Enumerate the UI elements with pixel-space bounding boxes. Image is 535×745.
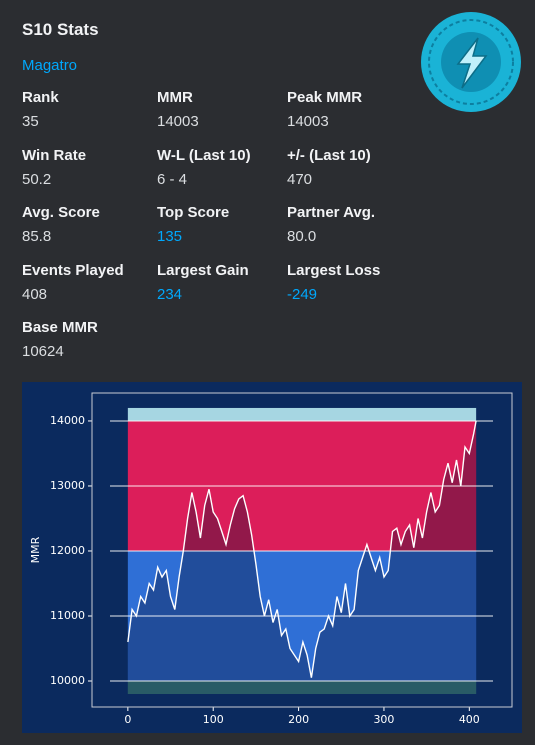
field: Avg. Score 85.8 (22, 204, 152, 245)
field-name: Win Rate (22, 146, 87, 164)
field-name: Events Played (22, 261, 124, 279)
field: Events Played 408 (22, 262, 152, 303)
field-value: 408 (22, 285, 48, 303)
field-name: Peak MMR (287, 89, 363, 106)
y-tick-label: 14000 (50, 414, 85, 427)
thumbnail (421, 12, 521, 112)
embed-title: S10 Stats (22, 20, 99, 39)
field-value: 50.2 (22, 170, 52, 188)
y-tick-label: 12000 (50, 544, 85, 557)
x-tick-label: 200 (288, 713, 309, 726)
field: +/- (Last 10) 470 (287, 147, 417, 188)
rank-band (127, 407, 477, 421)
x-tick-label: 0 (124, 713, 131, 726)
y-tick-label: 13000 (50, 479, 85, 492)
field-value[interactable]: -249 (287, 285, 318, 303)
field: Partner Avg. 80.0 (287, 204, 417, 245)
field-name: Partner Avg. (287, 204, 376, 221)
x-tick-label: 400 (459, 713, 480, 726)
field: Top Score 135 (157, 204, 287, 245)
field-value[interactable]: 135 (157, 228, 183, 245)
field-value: 35 (22, 113, 39, 130)
field-name: Top Score (157, 204, 230, 221)
area-fill (127, 420, 477, 694)
field-name: +/- (Last 10) (287, 146, 371, 164)
field-value: 470 (287, 170, 313, 188)
y-tick-label: 11000 (50, 609, 85, 622)
field-value: 6 - 4 (157, 170, 188, 188)
field-name: Avg. Score (22, 204, 100, 221)
field: Base MMR 10624 (22, 319, 152, 360)
field-value[interactable]: 234 (157, 285, 183, 303)
field-value: 80.0 (287, 228, 317, 245)
x-tick-label: 100 (203, 713, 224, 726)
field-name: Largest Gain (157, 261, 249, 279)
author-link[interactable]: Magatro (22, 57, 78, 74)
field: Win Rate 50.2 (22, 147, 152, 188)
field: Largest Gain 234 (157, 262, 287, 303)
field-name: MMR (157, 89, 193, 106)
plot-frame (91, 392, 513, 708)
x-tick-label: 300 (373, 713, 394, 726)
field: Rank 35 (22, 89, 152, 130)
rank-band (127, 680, 477, 694)
field-value: 14003 (287, 113, 329, 130)
field-name: W-L (Last 10) (157, 146, 251, 164)
field-name: Rank (22, 89, 59, 106)
field: Largest Loss -249 (287, 262, 417, 303)
field-name: Largest Loss (287, 261, 381, 279)
field: MMR 14003 (157, 89, 287, 130)
line (127, 420, 477, 678)
field-value: 85.8 (22, 228, 52, 245)
field-name: Base MMR (22, 319, 98, 336)
field-value: 14003 (157, 113, 199, 130)
field: W-L (Last 10) 6 - 4 (157, 147, 287, 188)
field-value: 10624 (22, 343, 64, 360)
field: Peak MMR 14003 (287, 89, 417, 130)
y-axis-label: MMR (29, 536, 42, 563)
y-tick-label: 10000 (50, 674, 85, 687)
